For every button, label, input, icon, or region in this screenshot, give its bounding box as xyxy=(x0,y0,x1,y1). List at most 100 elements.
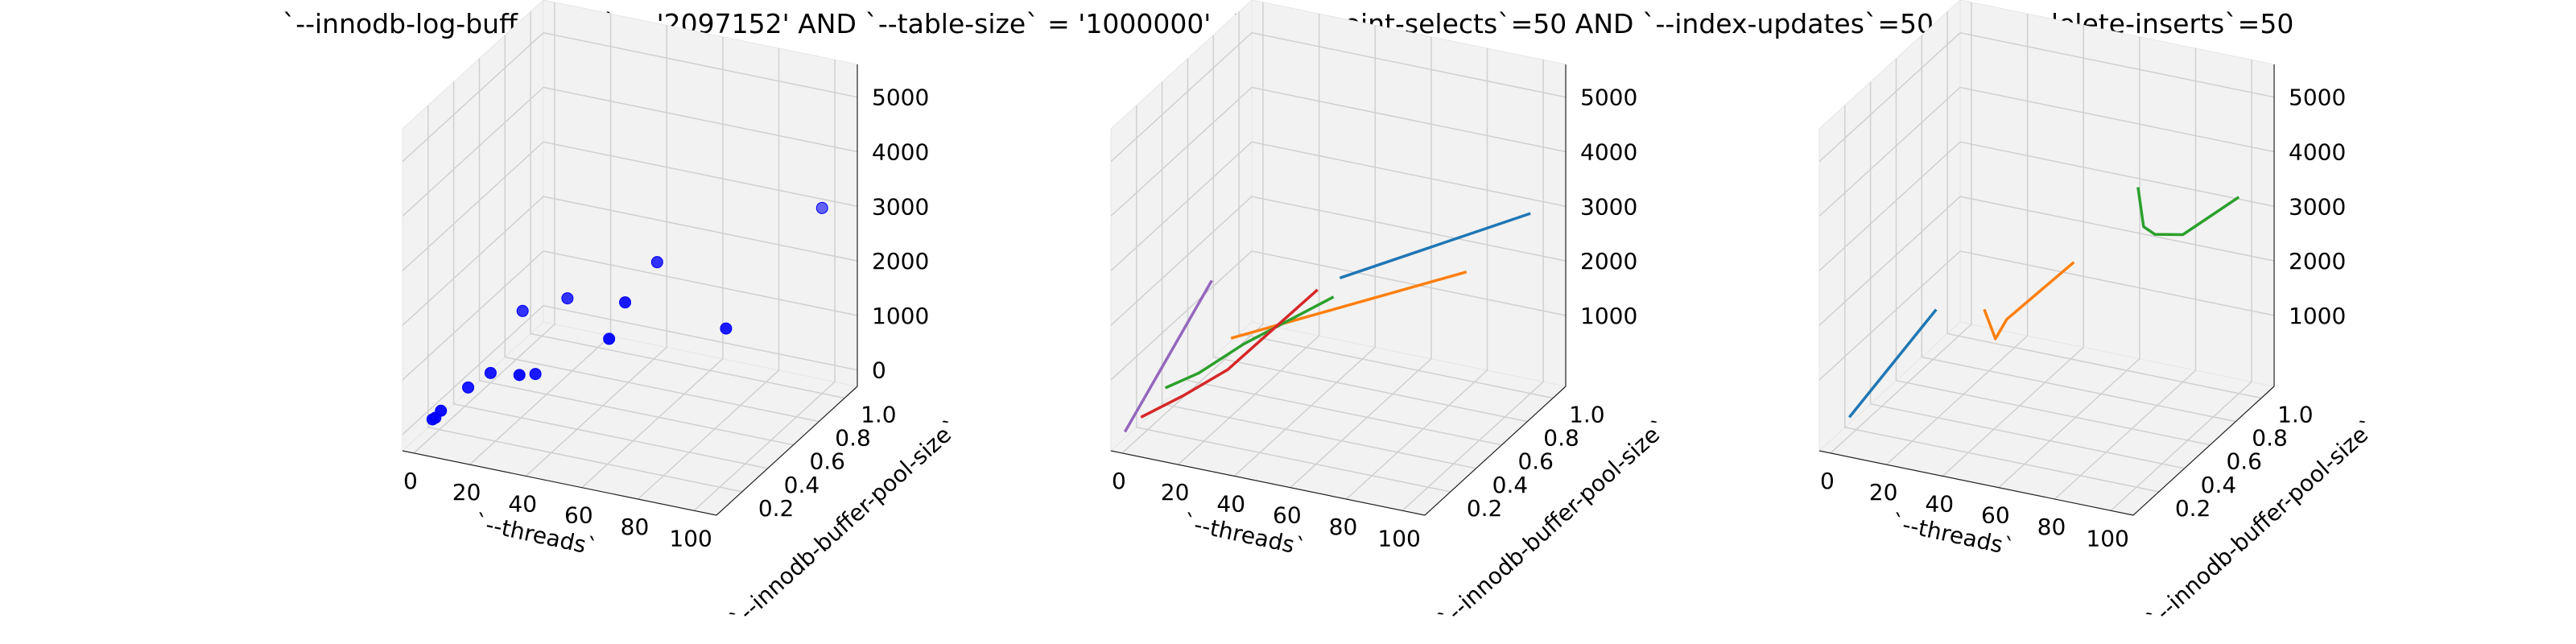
x-tick-label: 20 xyxy=(452,479,481,506)
scatter-point xyxy=(462,381,475,394)
gridline-y xyxy=(1946,11,2262,399)
y-axis-line xyxy=(2132,386,2275,516)
x-tick-label: 80 xyxy=(2037,514,2066,540)
gridline-x xyxy=(693,60,836,511)
series-line xyxy=(1983,261,2075,341)
gridline-z xyxy=(402,304,858,436)
z-tick-label: 2000 xyxy=(1580,248,1637,275)
gridline-x xyxy=(1998,36,2140,489)
y-tick-label: 0.4 xyxy=(1492,472,1529,498)
gridline-z xyxy=(1110,31,1567,163)
x-tick-label: 100 xyxy=(669,525,712,551)
scatter-point xyxy=(720,322,733,335)
z-tick-label: 5000 xyxy=(2289,85,2346,111)
line-3d-panel-right: 0 20 40 60 80 100 0.20.40.60.81.0 1000 2000 3000 4… xyxy=(1818,0,2382,633)
scatter-point xyxy=(484,366,497,379)
x-tick-label: 80 xyxy=(1329,514,1358,540)
gridline-y xyxy=(1136,105,1451,493)
scatter-point xyxy=(516,304,529,317)
x-tick-label: 60 xyxy=(1273,502,1302,529)
gridline-y xyxy=(1238,11,1554,399)
x-axis-line xyxy=(1110,450,1426,516)
side-pane xyxy=(1110,0,1253,452)
scatter-point xyxy=(529,368,542,381)
series-line xyxy=(1847,308,1938,419)
gridline-z xyxy=(1110,196,1567,326)
z-tick-label: 4000 xyxy=(1580,138,1637,165)
gridline-y xyxy=(452,81,768,469)
z-tick-label: 3000 xyxy=(2289,193,2346,220)
z-tick-label: 4000 xyxy=(2289,138,2346,165)
x-tick-label: 80 xyxy=(621,514,650,540)
gridline-x xyxy=(1121,2,1264,454)
gridline-z xyxy=(402,31,858,163)
gridline-z xyxy=(1818,31,2275,163)
scatter-3d-panel: 0 20 40 60 80 100 0.20.40.60.81.0 0 1000 2000 3000… xyxy=(401,0,965,633)
y-tick-label: 0.6 xyxy=(1517,448,1554,475)
x-tick-label: 0 xyxy=(403,468,418,494)
z-tick-label: 5000 xyxy=(1580,85,1637,111)
y-tick-label: 0.8 xyxy=(835,425,871,452)
gridline-y xyxy=(1921,35,2236,423)
z-tick-label: 1000 xyxy=(2289,303,2346,329)
gridline-x xyxy=(1178,14,1320,465)
y-tick-label: 0.6 xyxy=(809,448,845,475)
gridline-x xyxy=(1886,14,2029,465)
side-pane xyxy=(1818,0,1961,452)
series-line xyxy=(1123,279,1213,433)
back-pane xyxy=(1251,0,1567,387)
gridline-y xyxy=(1895,58,2211,446)
gridline-z xyxy=(1110,250,1567,381)
gridlines xyxy=(1110,2,1567,511)
scatter-points xyxy=(426,201,828,426)
x-tick-label: 0 xyxy=(1820,468,1835,494)
gridline-y xyxy=(1161,81,1476,469)
y-tick-label: 1.0 xyxy=(2277,402,2314,428)
back-pane xyxy=(543,0,858,387)
x-tick-label: 100 xyxy=(1377,525,1420,551)
line-series xyxy=(1847,187,2240,419)
gridlines xyxy=(402,2,858,511)
gridline-x xyxy=(1345,48,1488,500)
y-tick-label: 0.2 xyxy=(758,495,795,522)
z-tick-label: 4000 xyxy=(872,138,929,165)
z-tick-label: 0 xyxy=(872,357,886,384)
y-axis-line xyxy=(1424,386,1567,516)
line-series xyxy=(1123,212,1531,433)
scatter-point xyxy=(650,256,663,269)
scatter-point xyxy=(619,296,632,309)
y-axis-line xyxy=(716,386,858,516)
z-tick-label: 1000 xyxy=(872,303,929,329)
x-tick-label: 100 xyxy=(2086,525,2128,551)
x-axis-line xyxy=(1818,450,2134,516)
scatter-point xyxy=(815,201,828,214)
gridline-z xyxy=(1818,141,2275,271)
gridline-x xyxy=(413,2,555,454)
gridline-z xyxy=(402,250,858,381)
gridline-y xyxy=(478,58,794,446)
x-tick-label: 40 xyxy=(1925,490,1954,517)
y-tick-label: 0.4 xyxy=(784,472,820,498)
y-tick-label: 0.8 xyxy=(2252,425,2288,452)
z-tick-label: 2000 xyxy=(872,248,929,275)
series-line xyxy=(1230,270,1468,340)
scatter-point xyxy=(435,404,448,417)
series-line xyxy=(1339,212,1531,279)
gridline-x xyxy=(1402,60,1544,511)
gridline-y xyxy=(427,105,742,493)
gridline-x xyxy=(2054,48,2197,500)
y-tick-label: 0.6 xyxy=(2226,448,2262,475)
gridline-z xyxy=(1818,250,2275,381)
x-tick-label: 40 xyxy=(508,490,537,517)
y-tick-label: 1.0 xyxy=(1569,402,1605,428)
y-tick-label: 0.2 xyxy=(2175,495,2211,522)
scatter-point xyxy=(561,292,574,305)
gridline-z xyxy=(1818,86,2275,217)
gridline-z xyxy=(402,141,858,271)
series-line xyxy=(2136,187,2240,237)
gridline-z xyxy=(402,196,858,326)
gridline-x xyxy=(525,25,667,477)
x-axis-line xyxy=(402,450,717,516)
back-pane xyxy=(1959,0,2275,387)
x-tick-label: 0 xyxy=(1112,468,1126,494)
